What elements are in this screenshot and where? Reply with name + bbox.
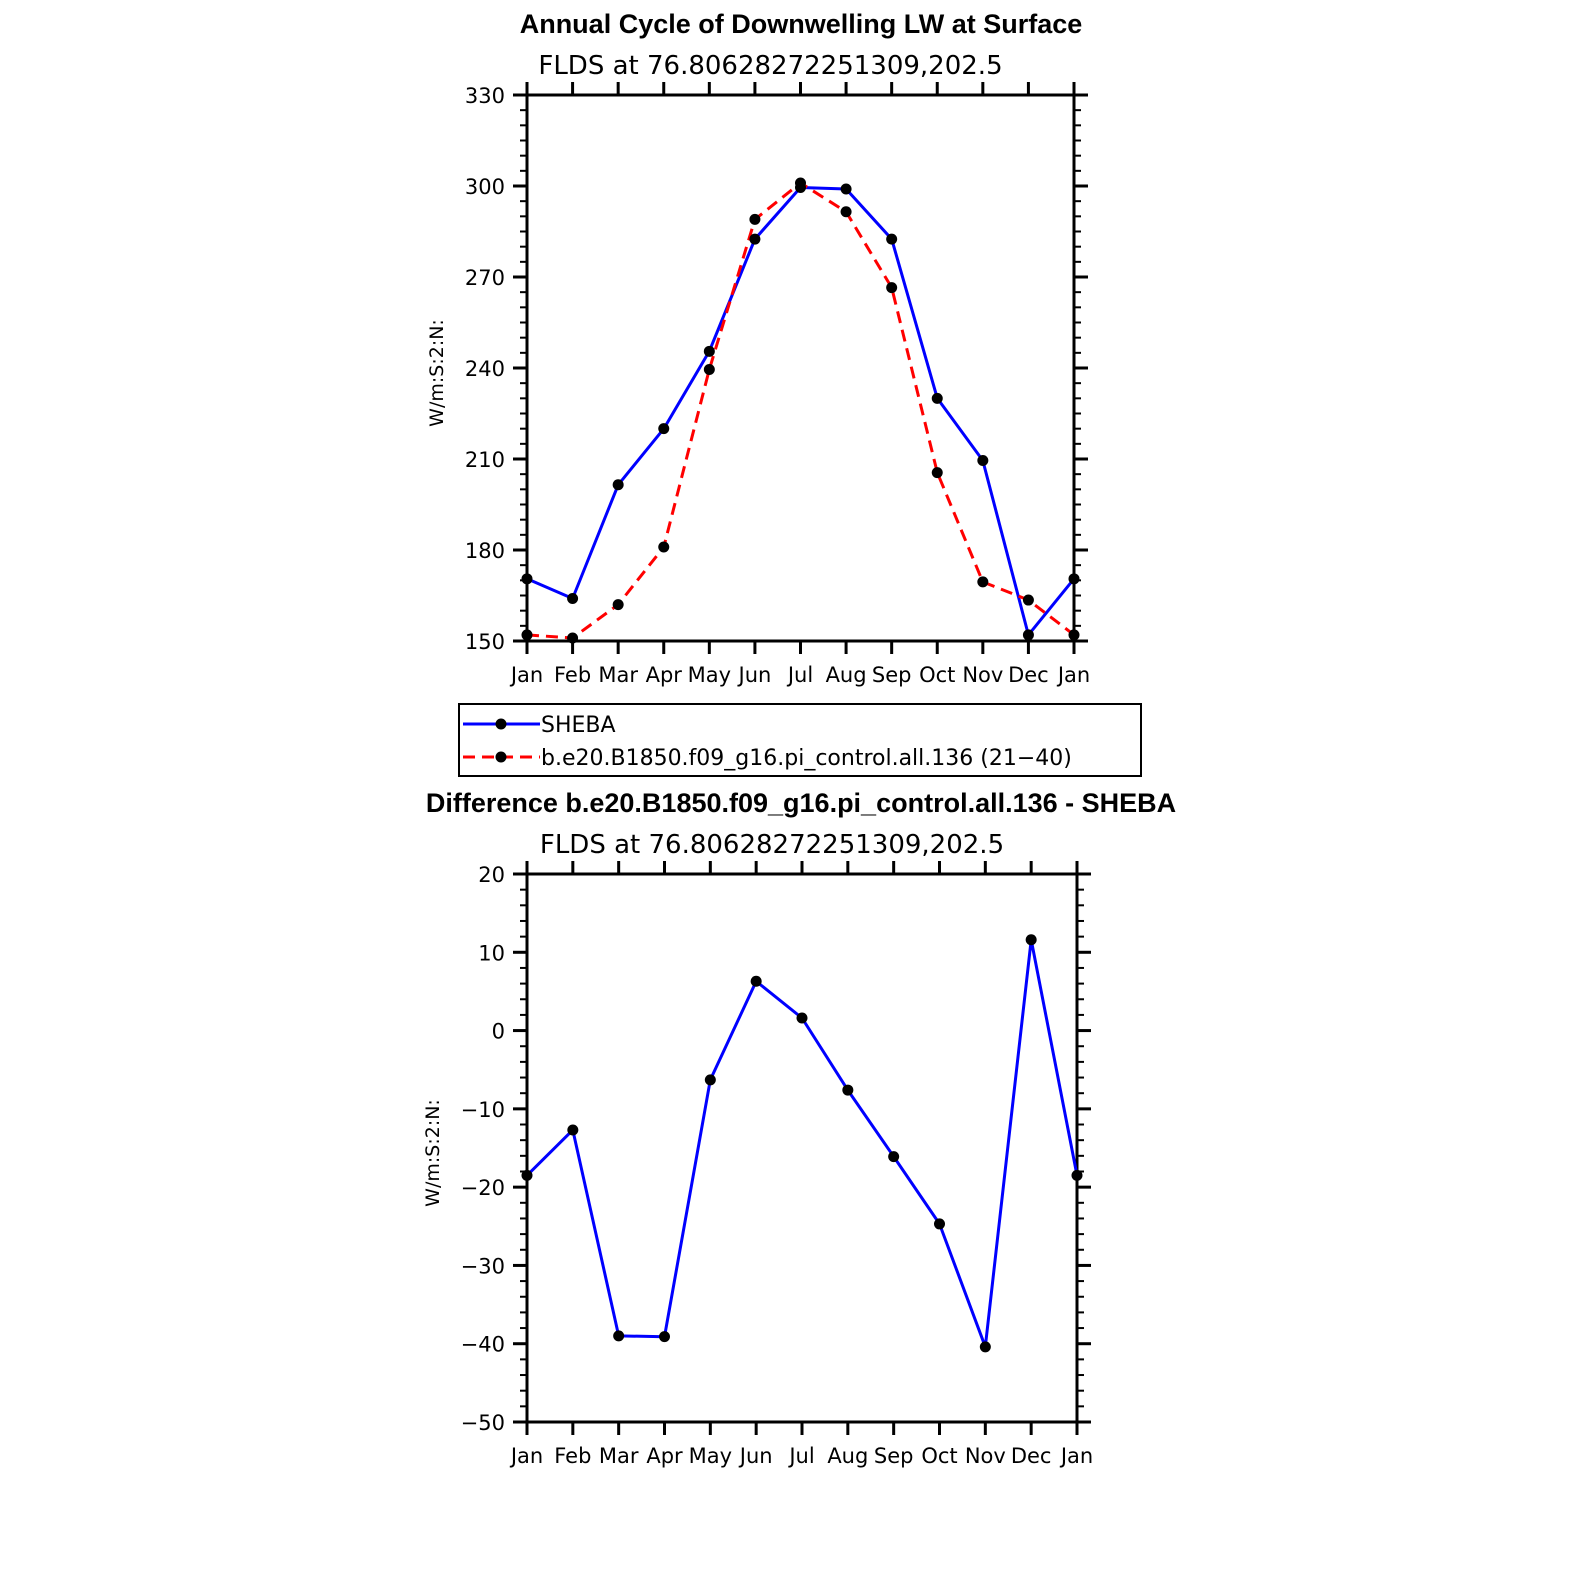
series-1-point	[521, 1169, 533, 1181]
x-tick-label: Nov	[965, 1444, 1006, 1468]
plot-frame	[525, 93, 1076, 643]
series-1-point	[840, 183, 852, 195]
series-1-point	[931, 392, 943, 404]
series-1-point	[888, 1151, 900, 1163]
chart-subtitle: FLDS at 76.80628272251309,202.5	[540, 830, 1004, 860]
y-tick-label: 300	[465, 175, 505, 199]
series-2-point	[1022, 594, 1034, 606]
x-tick-label: Dec	[1011, 1444, 1052, 1468]
x-tick-label: Mar	[598, 663, 638, 687]
series-1-point	[521, 573, 533, 585]
x-tick-label: Jun	[738, 1444, 773, 1468]
x-tick-label: Jul	[786, 663, 813, 687]
x-tick-label: May	[689, 1444, 732, 1468]
series-1-point	[750, 975, 762, 987]
x-tick-label: Jan	[1056, 663, 1090, 687]
series-1-point	[796, 1012, 808, 1024]
legend: SHEBA b.e20.B1850.f09_g16.pi_control.all.…	[458, 703, 1142, 777]
y-axis-label: W/m:S:2:N:	[426, 319, 448, 427]
x-tick-label: Apr	[646, 1444, 683, 1468]
y-tick-label: 270	[465, 266, 505, 290]
series-2-point	[521, 629, 533, 641]
x-tick-label: Sep	[874, 1444, 914, 1468]
y-tick-label: −10	[461, 1098, 505, 1122]
series-2-point	[703, 364, 715, 376]
series-2-point	[931, 467, 943, 479]
series-2-point	[1068, 629, 1080, 641]
y-tick-label: −40	[461, 1333, 505, 1357]
series-line-2	[526, 181, 1075, 640]
series-2-point	[749, 213, 761, 225]
difference-panel: Difference b.e20.B1850.f09_g16.pi_contro…	[422, 788, 1176, 1468]
x-tick-label: Jun	[737, 663, 772, 687]
x-tick-label: Nov	[962, 663, 1003, 687]
series-1-point	[934, 1218, 945, 1230]
y-tick-label: 0	[492, 1020, 505, 1044]
x-tick-label: May	[688, 663, 731, 687]
x-tick-label: Jan	[509, 1444, 543, 1468]
x-tick-label: Dec	[1008, 663, 1049, 687]
x-tick-label: Feb	[554, 663, 591, 687]
x-tick-label: Oct	[919, 663, 955, 687]
series-1-point	[612, 479, 624, 491]
y-axis-label: W/m:S:2:N:	[422, 1099, 444, 1207]
series-1-point	[977, 455, 989, 467]
series-1-point	[658, 423, 670, 435]
legend-marker-1	[495, 718, 507, 730]
series-1-point	[567, 593, 579, 605]
y-tick-label: 20	[478, 863, 505, 887]
series-2-point	[612, 599, 624, 611]
series-1-point	[567, 1124, 579, 1136]
plot-frame	[525, 872, 1079, 1424]
y-tick-label: 180	[465, 539, 505, 563]
x-tick-label: Apr	[646, 663, 683, 687]
y-tick-label: 210	[465, 448, 505, 472]
y-tick-label: −30	[461, 1254, 505, 1278]
x-tick-label: Jan	[509, 663, 543, 687]
x-tick-label: Sep	[872, 663, 912, 687]
x-tick-label: Oct	[921, 1444, 957, 1468]
y-tick-label: 10	[478, 941, 505, 965]
x-tick-label: Feb	[554, 1444, 591, 1468]
y-tick-label: 330	[465, 84, 505, 108]
series-1-point	[613, 1330, 625, 1342]
series-1-point	[659, 1331, 670, 1343]
x-tick-label: Mar	[599, 1444, 639, 1468]
series-2-point	[977, 576, 989, 588]
chart-subtitle: FLDS at 76.80628272251309,202.5	[538, 51, 1002, 81]
series-1-point	[979, 1341, 991, 1353]
series-1-point	[1025, 934, 1037, 946]
series-1-point	[1068, 573, 1080, 585]
legend-entry-2: b.e20.B1850.f09_g16.pi_control.all.136 (…	[541, 746, 1072, 771]
series-1-point	[703, 345, 715, 357]
x-tick-label: Jul	[787, 1444, 814, 1468]
series-1-point	[842, 1084, 854, 1096]
series-1-point	[886, 233, 898, 245]
series-2-point	[567, 632, 579, 644]
annual-cycle-panel: Annual Cycle of Downwelling LW at Surfac…	[426, 9, 1090, 687]
series-1-point	[1022, 629, 1034, 641]
y-tick-label: 150	[465, 630, 505, 654]
chart-title: Difference b.e20.B1850.f09_g16.pi_contro…	[426, 788, 1176, 818]
series-2-point	[658, 541, 670, 553]
x-tick-label: Jan	[1059, 1444, 1093, 1468]
series-2-point	[795, 177, 806, 189]
series-2-point	[840, 206, 852, 218]
series-line-1	[525, 938, 1079, 1349]
y-tick-label: −20	[461, 1176, 505, 1200]
series-line-1	[526, 186, 1076, 637]
y-tick-label: 240	[465, 357, 505, 381]
x-tick-label: Aug	[826, 663, 867, 687]
legend-box	[458, 703, 1142, 777]
series-2-point	[886, 282, 898, 294]
legend-entry-1: SHEBA	[541, 713, 616, 738]
legend-marker-2	[495, 751, 507, 763]
series-1-point	[1071, 1169, 1083, 1181]
series-1-point	[704, 1074, 716, 1086]
x-tick-label: Aug	[827, 1444, 868, 1468]
chart-title: Annual Cycle of Downwelling LW at Surfac…	[520, 9, 1083, 39]
series-1-point	[749, 233, 761, 245]
y-tick-label: −50	[461, 1411, 505, 1435]
